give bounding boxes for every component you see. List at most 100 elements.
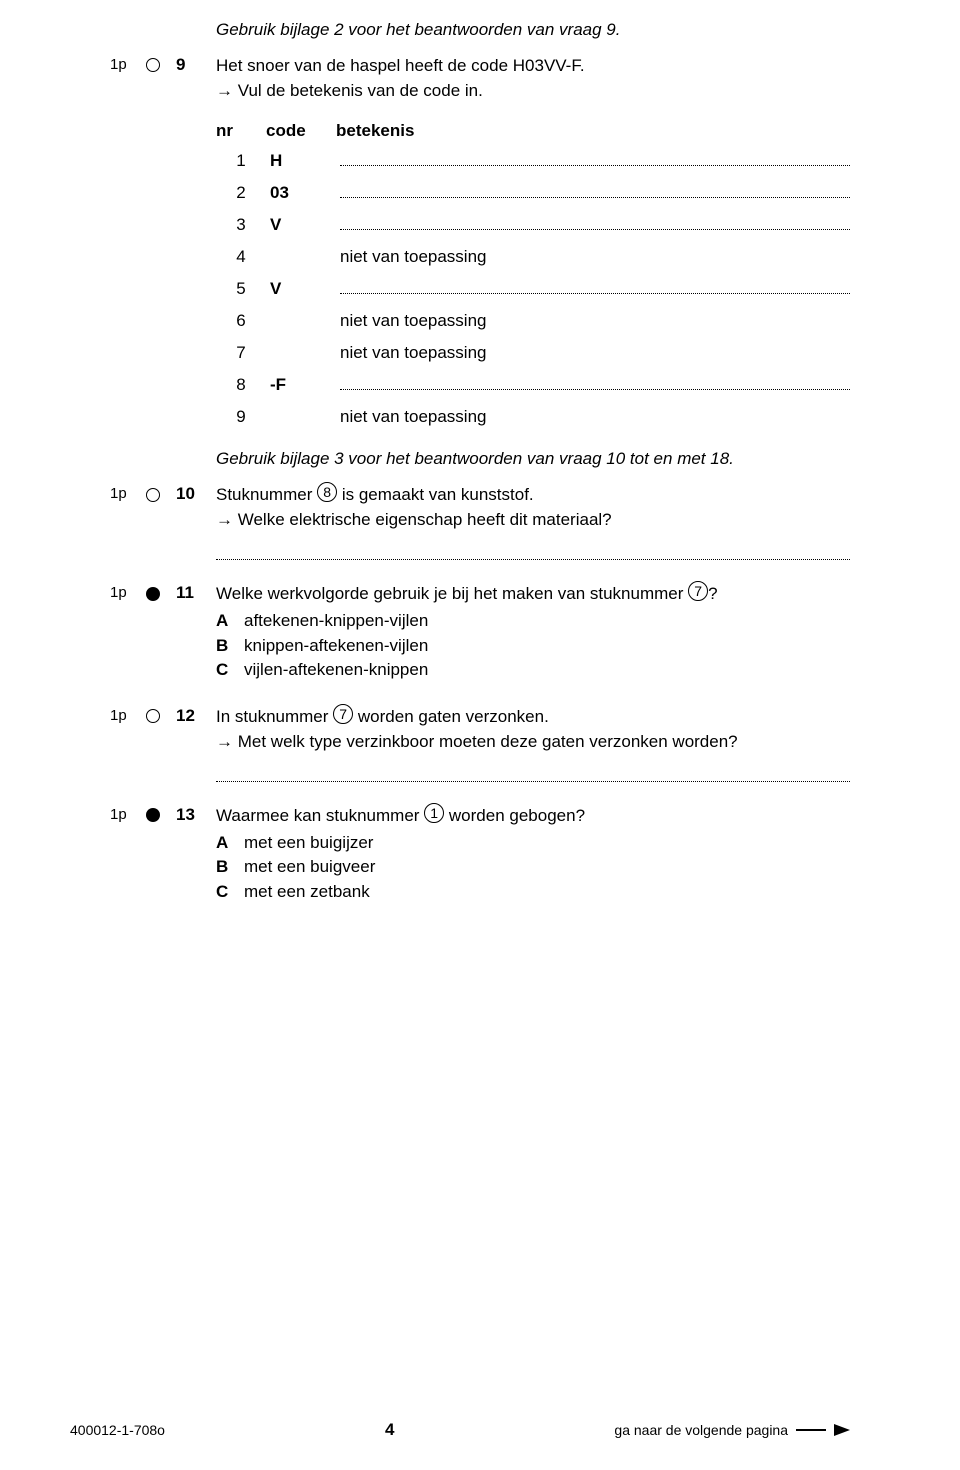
answer-line-q10[interactable] — [216, 547, 850, 561]
td-code: -F — [266, 375, 340, 395]
footer-next-text: ga naar de volgende pagina — [614, 1422, 788, 1438]
q11-parta: Welke werkvolgorde gebruik je bij het ma… — [216, 584, 683, 603]
points-q10: 1p — [110, 483, 146, 502]
q10-instruction: Welke elektrische eigenschap heeft dit m… — [238, 510, 612, 529]
q9-instruction: Vul de betekenis van de code in. — [238, 81, 483, 100]
th-bet: betekenis — [336, 121, 850, 141]
exam-page: Gebruik bijlage 2 voor het beantwoorden … — [0, 0, 960, 1470]
page-footer: 400012-1-708o 4 ga naar de volgende pagi… — [0, 1420, 960, 1440]
q11-qmark: ? — [708, 584, 717, 603]
td-nr: 6 — [216, 311, 266, 331]
footer-line — [796, 1429, 826, 1431]
qbody-10: Stuknummer 8 is gemaakt van kunststof. →… — [216, 483, 850, 532]
q13-opt-a-text: met een buigijzer — [244, 831, 373, 856]
q11-opt-c-text: vijlen-aftekenen-knippen — [244, 658, 428, 683]
q13-parta: Waarmee kan stuknummer — [216, 806, 419, 825]
qbody-9: Het snoer van de haspel heeft de code H0… — [216, 54, 850, 103]
qnum-11: 11 — [176, 582, 216, 603]
td-nr: 9 — [216, 407, 266, 427]
question-11: 1p 11 Welke werkvolgorde gebruik je bij … — [110, 582, 850, 683]
td-betekenis: niet van toepassing — [340, 407, 850, 427]
table-row: 4 niet van toepassing — [216, 247, 850, 267]
q11-opt-c[interactable]: Cvijlen-aftekenen-knippen — [216, 658, 850, 683]
td-betekenis[interactable] — [340, 283, 850, 294]
circled-7b: 7 — [333, 704, 353, 724]
q12-parta: In stuknummer — [216, 707, 328, 726]
td-betekenis[interactable] — [340, 379, 850, 390]
q13-opt-b-text: met een buigveer — [244, 855, 375, 880]
td-betekenis: niet van toepassing — [340, 343, 850, 363]
intro-q10: Gebruik bijlage 3 voor het beantwoorden … — [216, 449, 850, 469]
table-row: 203 — [216, 183, 850, 203]
open-marker — [146, 483, 176, 504]
q10-parta: Stuknummer — [216, 485, 312, 504]
q12-partb: worden gaten verzonken. — [358, 707, 549, 726]
td-betekenis[interactable] — [340, 187, 850, 198]
q10-line2: → Welke elektrische eigenschap heeft dit… — [216, 508, 850, 533]
q12-line1: In stuknummer 7 worden gaten verzonken. — [216, 705, 850, 730]
td-betekenis: niet van toepassing — [340, 247, 850, 267]
question-13: 1p 13 Waarmee kan stuknummer 1 worden ge… — [110, 804, 850, 905]
points-q9: 1p — [110, 54, 146, 73]
td-code: V — [266, 279, 340, 299]
q11-options: Aaftekenen-knippen-vijlen Bknippen-aftek… — [216, 609, 850, 683]
qnum-9: 9 — [176, 54, 216, 75]
q12-instruction: Met welk type verzinkboor moeten deze ga… — [238, 732, 738, 751]
arrow-icon: → — [216, 732, 233, 751]
td-betekenis[interactable] — [340, 155, 850, 166]
arrow-right-icon — [834, 1424, 850, 1436]
circled-7: 7 — [688, 581, 708, 601]
question-9: 1p 9 Het snoer van de haspel heeft de co… — [110, 54, 850, 103]
mc-marker — [146, 804, 176, 825]
answer-line-q12[interactable] — [216, 768, 850, 782]
table-row: 5V — [216, 279, 850, 299]
question-10: 1p 10 Stuknummer 8 is gemaakt van kunsts… — [110, 483, 850, 532]
q13-opt-b[interactable]: Bmet een buigveer — [216, 855, 850, 880]
td-nr: 3 — [216, 215, 266, 235]
td-nr: 4 — [216, 247, 266, 267]
q13-options: Amet een buigijzer Bmet een buigveer Cme… — [216, 831, 850, 905]
td-nr: 1 — [216, 151, 266, 171]
qbody-12: In stuknummer 7 worden gaten verzonken. … — [216, 705, 850, 754]
table-row: 6 niet van toepassing — [216, 311, 850, 331]
open-marker — [146, 705, 176, 726]
q11-opt-b-text: knippen-aftekenen-vijlen — [244, 634, 428, 659]
q13-opt-c-text: met een zetbank — [244, 880, 370, 905]
td-code: H — [266, 151, 340, 171]
open-marker — [146, 54, 176, 75]
td-nr: 8 — [216, 375, 266, 395]
qnum-12: 12 — [176, 705, 216, 726]
table-header: nr code betekenis — [216, 121, 850, 141]
q11-opt-b[interactable]: Bknippen-aftekenen-vijlen — [216, 634, 850, 659]
q13-opt-a[interactable]: Amet een buigijzer — [216, 831, 850, 856]
points-q12: 1p — [110, 705, 146, 724]
td-code: 03 — [266, 183, 340, 203]
q13-partb: worden gebogen? — [449, 806, 585, 825]
table-row: 3V — [216, 215, 850, 235]
q11-opt-a[interactable]: Aaftekenen-knippen-vijlen — [216, 609, 850, 634]
circled-1: 1 — [424, 803, 444, 823]
td-nr: 5 — [216, 279, 266, 299]
question-12: 1p 12 In stuknummer 7 worden gaten verzo… — [110, 705, 850, 754]
mc-marker — [146, 582, 176, 603]
table-row: 9 niet van toepassing — [216, 407, 850, 427]
arrow-icon: → — [216, 510, 233, 529]
q12-line2: → Met welk type verzinkboor moeten deze … — [216, 730, 850, 755]
table-row: 8-F — [216, 375, 850, 395]
td-nr: 7 — [216, 343, 266, 363]
page-number: 4 — [165, 1420, 614, 1440]
td-betekenis[interactable] — [340, 219, 850, 230]
qbody-11: Welke werkvolgorde gebruik je bij het ma… — [216, 582, 850, 683]
q9-line1: Het snoer van de haspel heeft de code H0… — [216, 54, 850, 79]
th-nr: nr — [216, 121, 266, 141]
q10-partb: is gemaakt van kunststof. — [342, 485, 534, 504]
q11-opt-a-text: aftekenen-knippen-vijlen — [244, 609, 428, 634]
table-row: 1H — [216, 151, 850, 171]
table-row: 7 niet van toepassing — [216, 343, 850, 363]
code-table: nr code betekenis 1H2033V4niet van toepa… — [216, 121, 850, 427]
qnum-10: 10 — [176, 483, 216, 504]
circled-8: 8 — [317, 482, 337, 502]
q13-opt-c[interactable]: Cmet een zetbank — [216, 880, 850, 905]
footer-code: 400012-1-708o — [70, 1422, 165, 1438]
td-betekenis: niet van toepassing — [340, 311, 850, 331]
